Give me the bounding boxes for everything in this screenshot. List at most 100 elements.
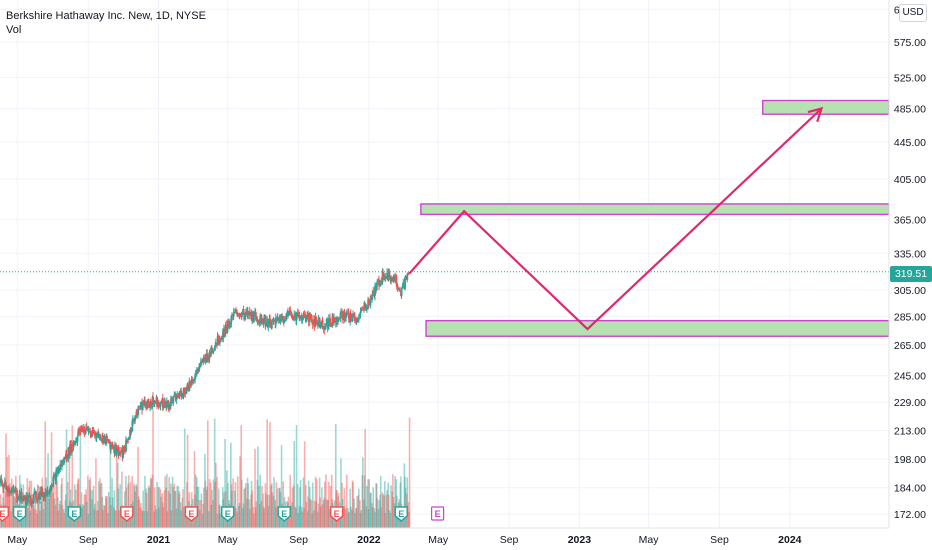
volume-bar xyxy=(73,484,76,528)
volume-bar xyxy=(107,492,110,528)
volume-bar xyxy=(232,478,234,528)
volume-bar xyxy=(139,507,142,528)
time-tick-label: May xyxy=(428,534,449,546)
volume-bar xyxy=(399,482,402,528)
volume-bar xyxy=(117,462,119,528)
volume-bar xyxy=(313,510,315,528)
candle-body xyxy=(2,485,5,489)
candle-body xyxy=(188,381,191,391)
candle-body xyxy=(52,477,55,487)
candle-body xyxy=(185,386,188,394)
volume-bar xyxy=(377,509,380,528)
currency-button[interactable]: USD xyxy=(899,4,927,22)
volume-bar xyxy=(148,485,150,528)
candle-body xyxy=(76,435,79,442)
volume-bar xyxy=(347,512,350,528)
candle-body xyxy=(14,490,17,492)
volume-bar xyxy=(407,502,410,528)
volume-bar xyxy=(91,490,94,528)
volume-bar xyxy=(299,487,301,528)
volume-bar xyxy=(355,508,357,528)
price-tick-label: 213.00 xyxy=(894,425,926,437)
volume-bar xyxy=(145,492,148,528)
volume-bar xyxy=(151,474,154,528)
volume-bar xyxy=(136,486,138,528)
candle-body xyxy=(184,392,187,394)
candle-body xyxy=(378,279,380,287)
earnings-badge xyxy=(277,506,291,522)
volume-bar xyxy=(53,475,55,528)
volume-bar xyxy=(345,509,347,528)
volume-bar xyxy=(300,506,303,528)
volume-bar xyxy=(61,505,64,528)
candle-body xyxy=(349,313,352,318)
volume-bar xyxy=(145,488,147,528)
candle-body xyxy=(99,439,102,441)
volume-bar xyxy=(138,499,140,528)
candle-body xyxy=(130,431,133,433)
candle-body xyxy=(307,313,310,322)
candle-body xyxy=(375,282,378,290)
candle-body xyxy=(285,314,288,321)
candle-body xyxy=(279,318,282,323)
candle-body xyxy=(265,324,268,326)
candle-body xyxy=(227,320,229,329)
candle-body xyxy=(13,489,16,493)
time-tick-label: May xyxy=(7,534,28,546)
candle-body xyxy=(89,432,92,438)
earnings-badge xyxy=(394,506,409,522)
volume-bar xyxy=(212,479,215,528)
volume-bar xyxy=(56,480,59,528)
earnings-badge xyxy=(220,506,235,522)
volume-bar xyxy=(57,497,59,528)
volume-bar xyxy=(174,491,177,528)
volume-bar xyxy=(103,505,105,528)
volume-bar xyxy=(390,485,392,528)
candle-body xyxy=(317,318,320,326)
volume-bar xyxy=(215,462,217,528)
volume-bar xyxy=(367,479,369,528)
volume-bar xyxy=(111,477,113,528)
volume-bar xyxy=(198,500,200,528)
candle-body xyxy=(398,288,401,291)
volume-bar xyxy=(307,496,309,528)
price-tick-label: 229.00 xyxy=(894,397,926,409)
volume-bar xyxy=(200,499,202,528)
earnings-label: E xyxy=(71,509,77,519)
price-tick-label: 245.00 xyxy=(894,371,926,383)
candle-body xyxy=(180,390,183,398)
volume-bar xyxy=(270,483,273,528)
grid-lines xyxy=(0,0,889,528)
candle-body xyxy=(384,276,387,278)
volume-bar xyxy=(383,495,385,528)
candle-body xyxy=(315,320,318,322)
volume-bar xyxy=(127,475,130,528)
time-tick-label: Sep xyxy=(500,534,519,546)
volume-bar xyxy=(177,486,180,528)
volume-bar xyxy=(321,487,323,528)
volume-bar xyxy=(23,513,25,528)
volume-bar xyxy=(171,476,174,528)
volume-bar xyxy=(319,497,321,528)
volume-bar xyxy=(84,494,87,528)
volume-bar xyxy=(210,504,213,528)
volume-bar xyxy=(110,504,112,528)
volume-bar xyxy=(357,495,360,528)
volume-bar xyxy=(173,483,176,528)
volume-bar xyxy=(234,481,237,528)
volume-bar xyxy=(291,502,293,528)
candle-body xyxy=(141,404,144,411)
volume-bar xyxy=(319,506,322,528)
volume-bar xyxy=(381,492,384,528)
candle-body xyxy=(172,396,175,404)
candle-body xyxy=(271,319,274,321)
volume-bar xyxy=(309,499,312,528)
earnings-marker: E xyxy=(394,506,409,522)
volume-bar xyxy=(88,480,91,528)
volume-bar xyxy=(164,476,166,528)
volume-bar xyxy=(379,494,381,528)
earnings-badge xyxy=(67,506,82,522)
candle-body xyxy=(41,488,44,497)
candle-body xyxy=(250,312,253,320)
